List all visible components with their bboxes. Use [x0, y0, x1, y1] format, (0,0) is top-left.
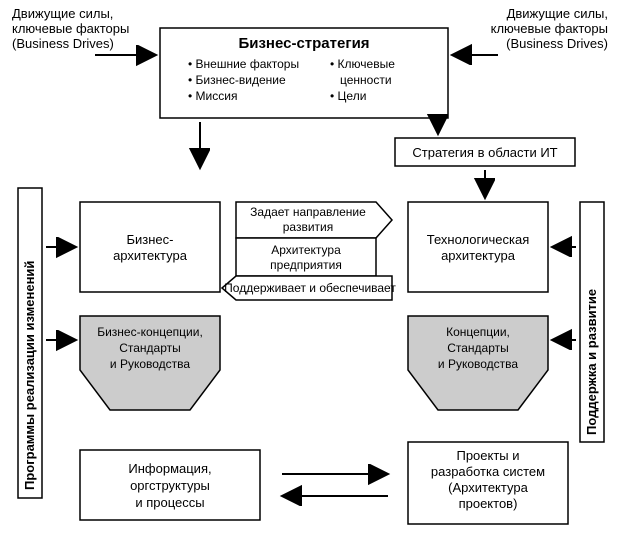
- tech-arch-box: [408, 202, 548, 292]
- svg-text:• Бизнес-видение: • Бизнес-видение: [188, 73, 286, 87]
- svg-text:проектов): проектов): [459, 496, 518, 511]
- right-vlabel: Поддержка и развитие: [584, 289, 599, 435]
- strategy-title: Бизнес-стратегия: [238, 35, 369, 52]
- biz-arch-box: [80, 202, 220, 292]
- svg-text:Задает направление: Задает направление: [250, 205, 366, 219]
- svg-text:архитектура: архитектура: [441, 248, 516, 263]
- svg-text:и процессы: и процессы: [135, 495, 204, 510]
- svg-text:Информация,: Информация,: [128, 461, 211, 476]
- svg-text:оргструктуры: оргструктуры: [130, 478, 210, 493]
- strategy-box: Бизнес-стратегия • Внешние факторы • Биз…: [160, 28, 448, 118]
- drives-left-label: Движущие силы, ключевые факторы (Busines…: [12, 6, 129, 51]
- svg-text:и Руководства: и Руководства: [438, 357, 518, 371]
- svg-text:• Цели: • Цели: [330, 89, 366, 103]
- svg-text:предприятия: предприятия: [270, 258, 342, 272]
- tech-concepts-shape: Концепции, Стандарты и Руководства: [408, 316, 548, 410]
- svg-text:ключевые факторы: ключевые факторы: [491, 21, 608, 36]
- svg-text:и Руководства: и Руководства: [110, 357, 190, 371]
- svg-text:Архитектура: Архитектура: [271, 243, 341, 257]
- svg-text:• Ключевые: • Ключевые: [330, 57, 395, 71]
- svg-text:Концепции,: Концепции,: [446, 325, 510, 339]
- svg-text:Движущие силы,: Движущие силы,: [12, 6, 113, 21]
- svg-text:• Внешние факторы: • Внешние факторы: [188, 57, 299, 71]
- svg-text:Движущие силы,: Движущие силы,: [507, 6, 608, 21]
- svg-text:(Business Drives): (Business Drives): [506, 36, 608, 51]
- svg-text:Стандарты: Стандарты: [119, 341, 181, 355]
- svg-text:Бизнес-: Бизнес-: [127, 232, 174, 247]
- svg-text:Стандарты: Стандарты: [447, 341, 509, 355]
- svg-text:Проекты и: Проекты и: [456, 448, 519, 463]
- biz-concepts-shape: Бизнес-концепции, Стандарты и Руководств…: [80, 316, 220, 410]
- svg-text:(Архитектура: (Архитектура: [448, 480, 528, 495]
- svg-text:Бизнес-концепции,: Бизнес-концепции,: [97, 325, 203, 339]
- svg-text:ключевые факторы: ключевые факторы: [12, 21, 129, 36]
- svg-text:Поддерживает и обеспечивает: Поддерживает и обеспечивает: [224, 281, 396, 295]
- center-stack: Задает направление развития Архитектура …: [222, 202, 396, 300]
- drives-right-label: Движущие силы, ключевые факторы (Busines…: [491, 6, 608, 51]
- svg-text:• Миссия: • Миссия: [188, 89, 237, 103]
- svg-text:разработка систем: разработка систем: [431, 464, 545, 479]
- it-strategy-label: Стратегия в области ИТ: [412, 145, 557, 160]
- left-vlabel: Программы реализации изменений: [22, 261, 37, 490]
- svg-text:развития: развития: [283, 220, 334, 234]
- svg-text:архитектура: архитектура: [113, 248, 188, 263]
- svg-text:Технологическая: Технологическая: [427, 232, 530, 247]
- svg-text:ценности: ценности: [340, 73, 392, 87]
- svg-text:(Business Drives): (Business Drives): [12, 36, 114, 51]
